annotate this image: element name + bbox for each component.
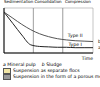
svg-text:Type II: Type II	[67, 33, 83, 38]
svg-text:Compression: Compression	[65, 0, 91, 4]
html-text:Suspension as separate flocs: Suspension as separate flocs	[13, 68, 80, 73]
svg-text:Type I: Type I	[68, 42, 82, 47]
svg-text:Time: Time	[81, 56, 92, 60]
svg-text:Consolidation: Consolidation	[34, 0, 62, 4]
html-text:b Sludge: b Sludge	[41, 62, 62, 67]
html-text:a Mineral pulp: a Mineral pulp	[3, 62, 36, 67]
svg-text:Sedimentation: Sedimentation	[8, 0, 34, 4]
